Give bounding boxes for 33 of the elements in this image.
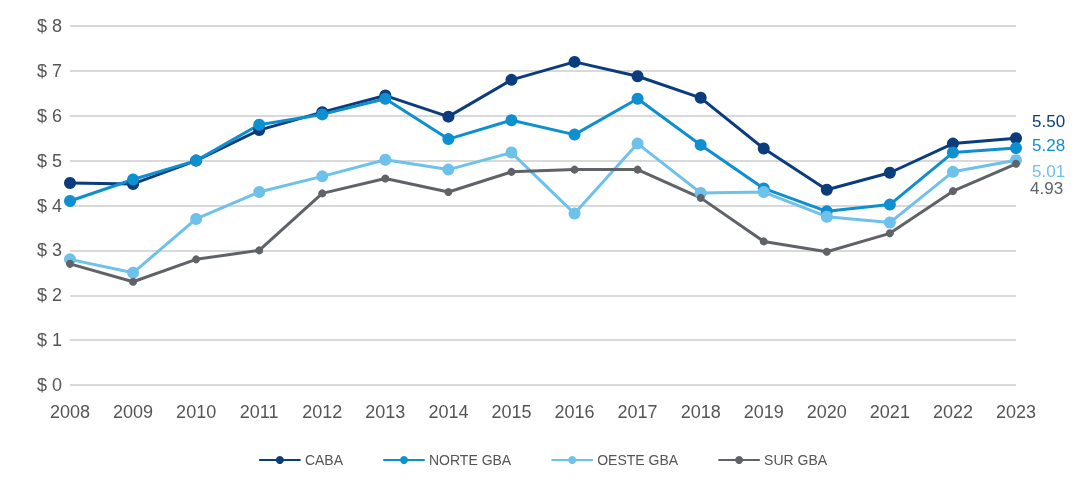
y-tick-label: $ 7 [36,60,62,81]
y-tick-label: $ 8 [36,16,62,36]
x-tick-label: 2023 [995,402,1037,422]
x-tick-label: 2012 [302,402,343,422]
y-tick-label: $ 5 [36,150,62,171]
x-tick-label: 2016 [554,402,595,422]
y-tick-label: $ 3 [36,240,62,261]
x-tick-label: 2019 [743,402,784,422]
legend-label: SUR GBA [764,452,828,468]
x-tick-label: 2020 [806,402,847,422]
y-tick-label: $ 4 [36,195,62,216]
legend-label: NORTE GBA [429,452,512,468]
y-tick-label: $ 1 [36,330,62,351]
x-tick-label: 2009 [113,402,154,422]
data-label: 5.50 [1032,111,1066,131]
x-tick-label: 2010 [176,402,217,422]
x-tick-label: 2015 [491,402,532,422]
legend-label: OESTE GBA [597,452,679,468]
x-tick-label: 2008 [49,402,91,422]
x-tick-label: 2011 [239,402,279,422]
x-tick-label: 2014 [428,402,469,422]
legend-label: CABA [304,452,344,468]
data-label: 5.28 [1032,135,1066,155]
x-tick-label: 2018 [680,402,721,422]
x-tick-label: 2022 [932,402,973,422]
data-label: 5.01 [1032,161,1066,181]
data-label: 4.93 [1030,179,1064,199]
y-tick-label: $ 6 [36,105,62,126]
x-tick-label: 2013 [365,402,406,422]
x-tick-label: 2017 [617,402,658,422]
x-tick-label: 2021 [869,402,910,422]
y-tick-label: $ 0 [36,375,62,395]
y-tick-label: $ 2 [36,285,62,306]
